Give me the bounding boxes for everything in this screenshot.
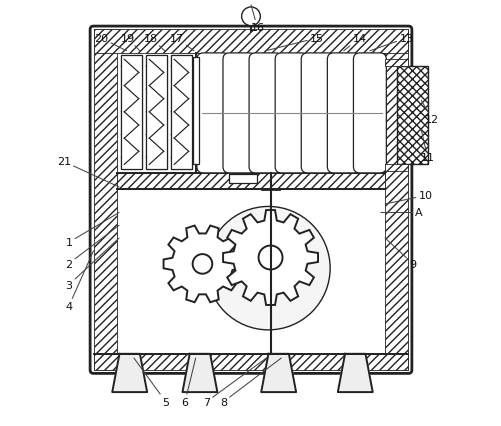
FancyBboxPatch shape xyxy=(353,54,386,173)
Polygon shape xyxy=(337,354,372,392)
Bar xyxy=(117,173,384,190)
Circle shape xyxy=(258,246,282,270)
Text: 3: 3 xyxy=(65,239,119,290)
Bar xyxy=(384,165,408,171)
Text: 21: 21 xyxy=(57,157,119,187)
Text: 14: 14 xyxy=(343,34,366,52)
Circle shape xyxy=(206,207,330,330)
Text: 11: 11 xyxy=(420,130,434,163)
Bar xyxy=(121,56,142,169)
Bar xyxy=(93,30,117,370)
Text: 2: 2 xyxy=(65,226,119,269)
Text: 4: 4 xyxy=(65,251,93,311)
Bar xyxy=(384,30,408,370)
Text: 7: 7 xyxy=(202,358,266,407)
Text: 10: 10 xyxy=(384,191,432,204)
FancyBboxPatch shape xyxy=(275,54,308,173)
Bar xyxy=(228,174,257,184)
Bar xyxy=(93,354,408,370)
Text: A: A xyxy=(380,208,422,218)
FancyBboxPatch shape xyxy=(327,54,360,173)
Text: 8: 8 xyxy=(219,358,281,407)
FancyBboxPatch shape xyxy=(222,54,256,173)
Text: 16: 16 xyxy=(250,6,264,33)
FancyBboxPatch shape xyxy=(301,54,334,173)
Polygon shape xyxy=(261,354,296,392)
Bar xyxy=(171,56,191,169)
Text: 6: 6 xyxy=(181,358,195,407)
Text: 19: 19 xyxy=(120,34,139,52)
Text: 17: 17 xyxy=(169,34,193,52)
Polygon shape xyxy=(112,354,147,392)
FancyBboxPatch shape xyxy=(248,54,282,173)
Polygon shape xyxy=(182,354,217,392)
Bar xyxy=(146,56,166,169)
Bar xyxy=(192,58,199,165)
Text: 15: 15 xyxy=(265,34,323,52)
Circle shape xyxy=(241,8,260,26)
Text: 1: 1 xyxy=(65,213,119,248)
Text: 5: 5 xyxy=(134,358,169,407)
Text: 12: 12 xyxy=(420,101,438,124)
Bar xyxy=(93,30,408,54)
Polygon shape xyxy=(163,226,241,302)
Text: 18: 18 xyxy=(144,34,164,52)
Bar xyxy=(146,56,166,169)
Polygon shape xyxy=(222,210,317,305)
Text: 20: 20 xyxy=(94,34,126,52)
FancyBboxPatch shape xyxy=(90,27,411,374)
Bar xyxy=(121,56,142,169)
Text: 13: 13 xyxy=(369,34,412,52)
Text: 9: 9 xyxy=(384,239,415,269)
Bar xyxy=(384,60,408,66)
Bar xyxy=(146,56,166,169)
Bar xyxy=(396,66,427,165)
Bar xyxy=(121,56,142,169)
Bar xyxy=(171,56,191,169)
Circle shape xyxy=(192,254,212,274)
FancyBboxPatch shape xyxy=(196,54,229,173)
Bar xyxy=(171,56,191,169)
